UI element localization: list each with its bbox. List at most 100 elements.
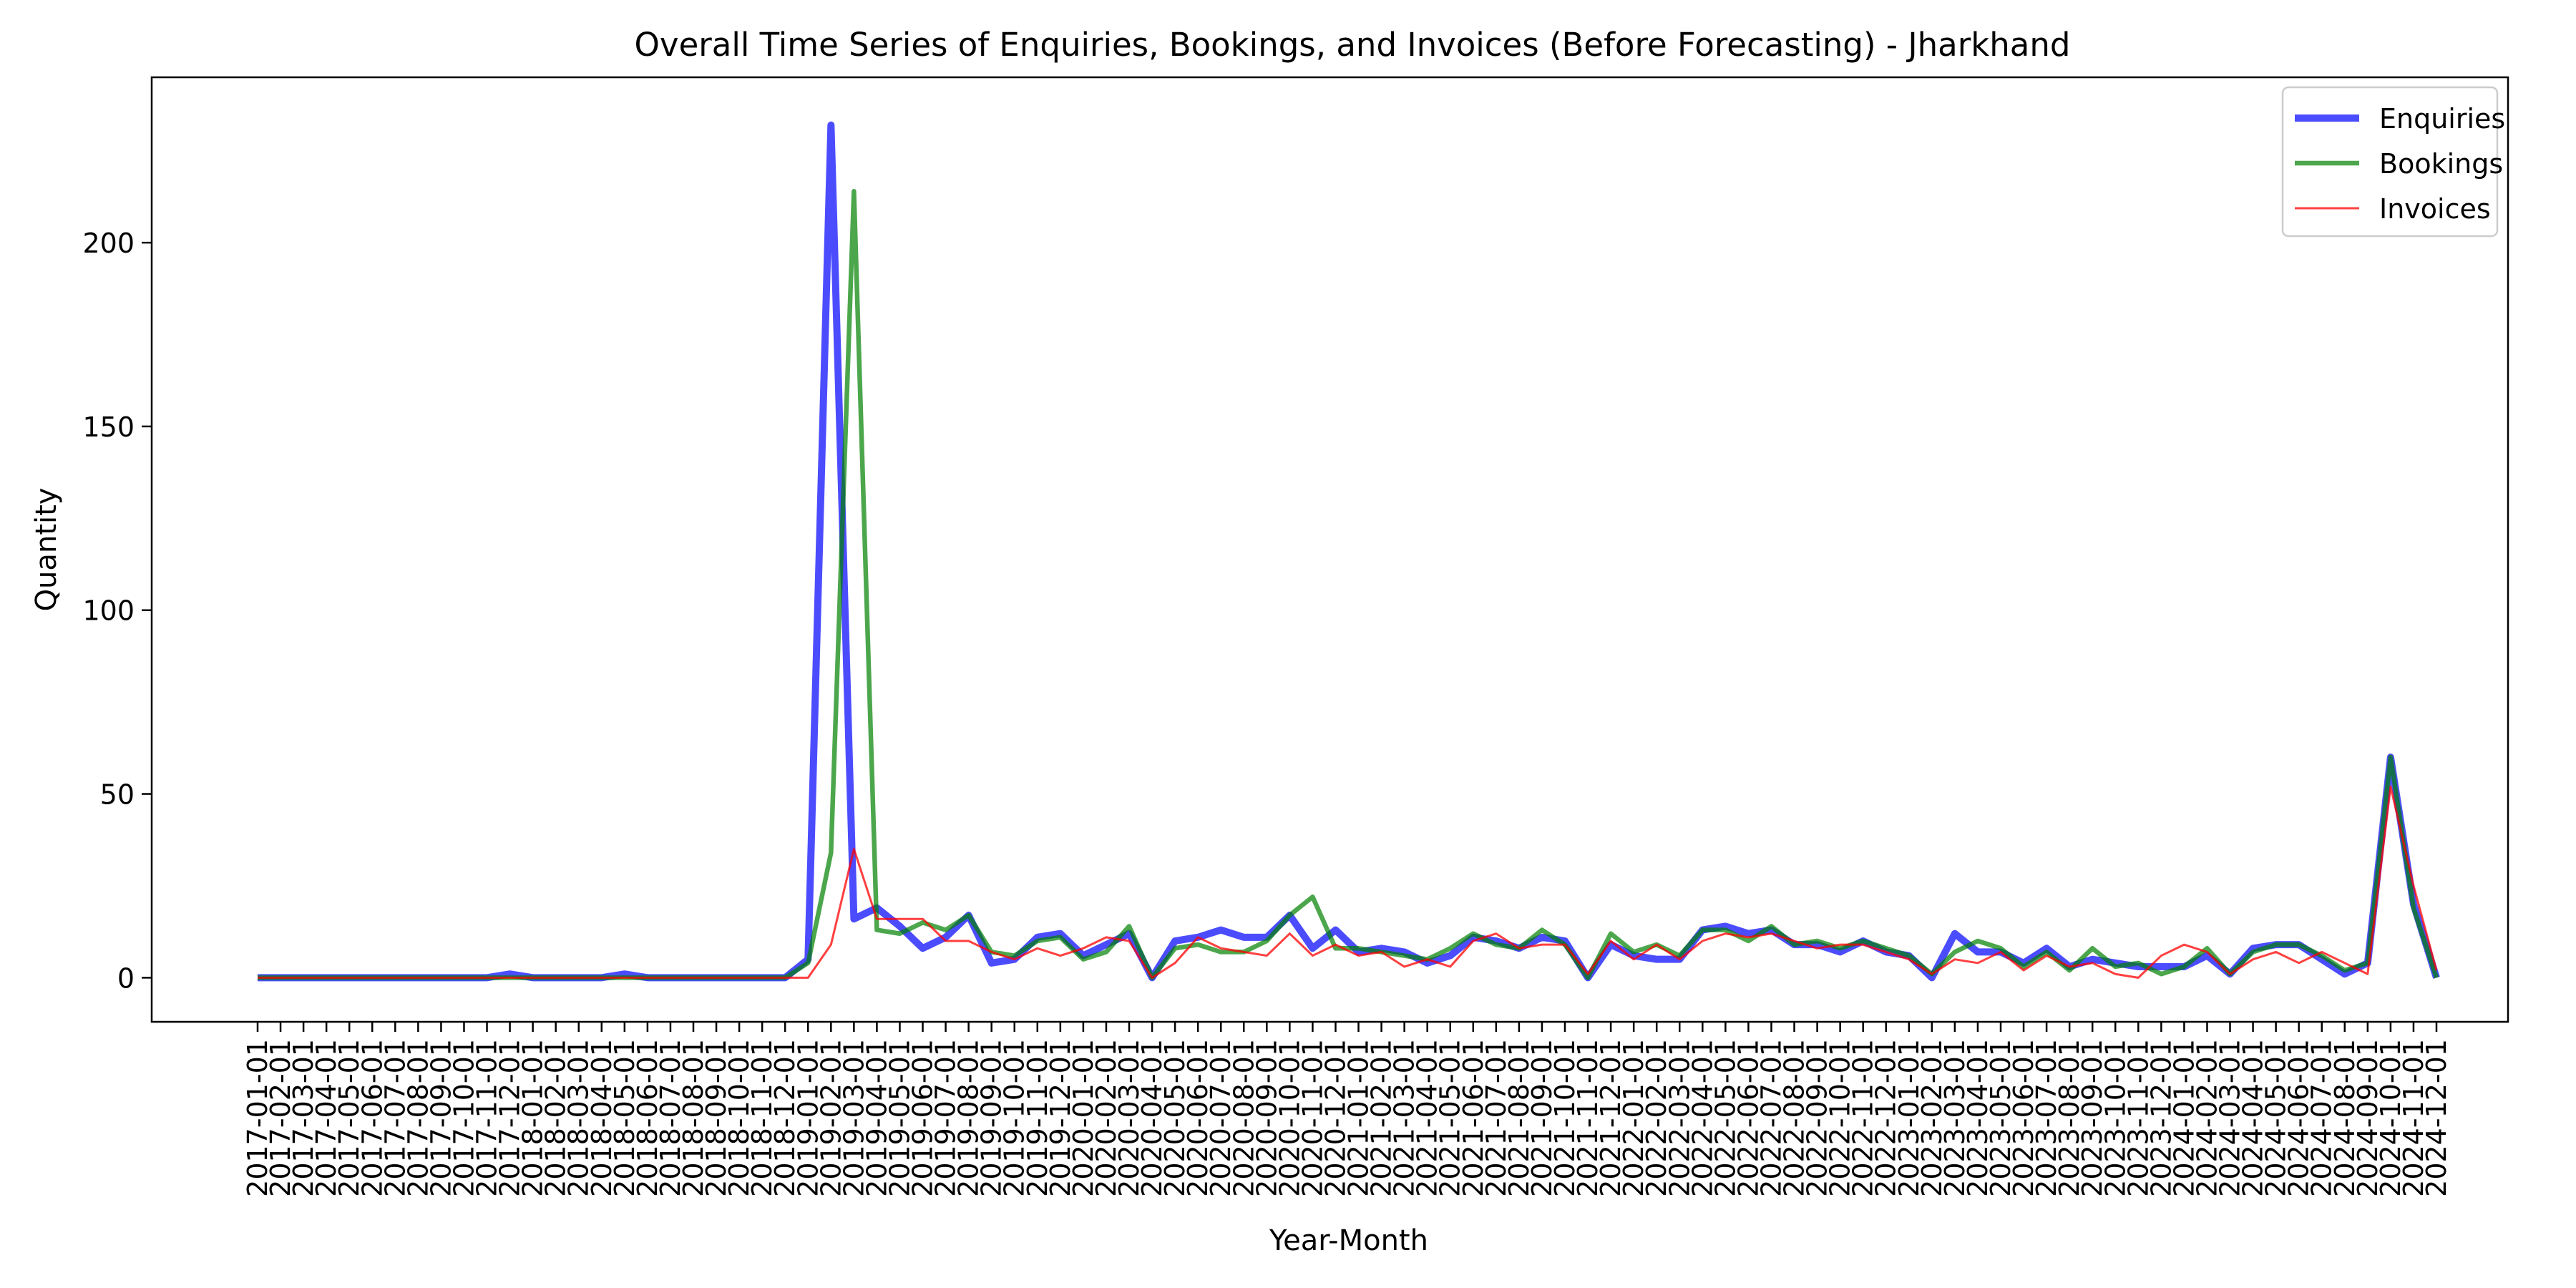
x-tick-label: 2019-05-01: [884, 1039, 915, 1197]
x-tick-label: 2021-02-01: [1366, 1039, 1397, 1197]
x-tick-label: 2019-04-01: [861, 1039, 892, 1197]
x-tick-label: 2022-12-01: [1870, 1039, 1902, 1197]
x-tick-label: 2020-08-01: [1228, 1039, 1259, 1197]
x-tick-label: 2022-01-01: [1618, 1039, 1649, 1197]
x-tick-label: 2020-03-01: [1113, 1039, 1145, 1197]
x-tick-label: 2024-05-01: [2260, 1039, 2292, 1197]
x-tick-label: 2021-05-01: [1435, 1039, 1466, 1197]
x-tick-label: 2022-08-01: [1779, 1039, 1810, 1197]
x-tick-label: 2023-04-01: [1962, 1039, 1994, 1197]
x-tick-label: 2022-10-01: [1825, 1039, 1856, 1197]
x-tick-label: 2017-11-01: [472, 1039, 503, 1197]
x-tick-label: 2017-10-01: [448, 1039, 479, 1197]
x-tick-label: 2021-01-01: [1343, 1039, 1375, 1197]
x-tick-label: 2020-12-01: [1319, 1039, 1351, 1197]
x-tick-label: 2021-12-01: [1595, 1039, 1626, 1197]
x-tick-label: 2019-01-01: [792, 1039, 824, 1197]
plot-area: [150, 76, 2509, 1023]
x-tick-label: 2022-06-01: [1732, 1039, 1764, 1197]
y-tick-label: 200: [82, 228, 135, 259]
x-tick-label: 2023-08-01: [2054, 1039, 2085, 1197]
x-tick-label: 2024-02-01: [2191, 1039, 2223, 1197]
x-tick-label: 2019-02-01: [815, 1039, 847, 1197]
x-tick-label: 2020-09-01: [1251, 1039, 1282, 1197]
y-tick-label: 0: [117, 962, 135, 994]
x-tick-label: 2020-10-01: [1274, 1039, 1305, 1197]
x-tick-label: 2017-05-01: [333, 1039, 365, 1197]
x-tick-label: 2018-05-01: [609, 1039, 640, 1197]
x-tick-label: 2022-07-01: [1755, 1039, 1787, 1197]
x-tick-label: 2018-10-01: [723, 1039, 755, 1197]
legend-label-invoices: Invoices: [2379, 193, 2491, 225]
x-tick-label: 2022-11-01: [1848, 1039, 1879, 1197]
y-tick-label: 100: [82, 595, 135, 627]
y-tick-label: 50: [100, 779, 135, 811]
x-tick-label: 2022-02-01: [1641, 1039, 1672, 1197]
x-tick-label: 2024-04-01: [2238, 1039, 2269, 1197]
y-axis: 0 50 100 150 200: [82, 228, 152, 994]
y-tick-label: 150: [82, 411, 135, 443]
x-tick-label: 2023-11-01: [2122, 1039, 2154, 1197]
x-axis-label: Year-Month: [1269, 1224, 1428, 1257]
x-tick-label: 2019-06-01: [907, 1039, 939, 1197]
x-tick-label: 2021-07-01: [1480, 1039, 1512, 1197]
x-tick-label: 2024-01-01: [2168, 1039, 2200, 1197]
x-tick-label: 2017-09-01: [425, 1039, 457, 1197]
x-tick-label: 2024-07-01: [2306, 1039, 2338, 1197]
x-tick-label: 2017-06-01: [356, 1039, 388, 1197]
legend-label-bookings: Bookings: [2379, 148, 2503, 180]
x-tick-label: 2018-02-01: [540, 1039, 572, 1197]
x-tick-label: 2021-11-01: [1572, 1039, 1604, 1197]
x-tick-label: 2018-07-01: [655, 1039, 686, 1197]
x-tick-label: 2019-08-01: [953, 1039, 985, 1197]
x-tick-label: 2024-08-01: [2329, 1039, 2361, 1197]
x-tick-label: 2023-10-01: [2099, 1039, 2131, 1197]
x-tick-label: 2019-07-01: [930, 1039, 962, 1197]
x-tick-label: 2020-07-01: [1205, 1039, 1236, 1197]
x-tick-label: 2020-05-01: [1159, 1039, 1191, 1197]
x-tick-label: 2020-01-01: [1068, 1039, 1099, 1197]
x-tick-label: 2017-01-01: [242, 1039, 273, 1197]
x-tick-label: 2021-09-01: [1526, 1039, 1558, 1197]
x-tick-label: 2024-09-01: [2352, 1039, 2384, 1197]
x-tick-label: 2024-12-01: [2421, 1039, 2452, 1197]
x-tick-label: 2018-12-01: [769, 1039, 801, 1197]
x-tick-label: 2017-02-01: [265, 1039, 296, 1197]
x-tick-label: 2024-11-01: [2398, 1039, 2429, 1197]
x-tick-label: 2022-09-01: [1802, 1039, 1833, 1197]
legend: Enquiries Bookings Invoices: [2281, 86, 2505, 238]
series-line-invoices: [258, 785, 2438, 979]
x-tick-label: 2023-03-01: [1939, 1039, 1971, 1197]
chart-title: Overall Time Series of Enquiries, Bookin…: [635, 26, 2071, 64]
y-axis-label: Quantity: [30, 488, 63, 612]
x-tick-label: 2019-12-01: [1045, 1039, 1076, 1197]
x-axis: 2017-01-012017-02-012017-03-012017-04-01…: [242, 1022, 2452, 1197]
x-tick-label: 2020-06-01: [1182, 1039, 1214, 1197]
x-tick-label: 2024-10-01: [2375, 1039, 2406, 1197]
x-tick-label: 2017-08-01: [402, 1039, 434, 1197]
x-tick-label: 2020-04-01: [1136, 1039, 1168, 1197]
x-tick-label: 2019-10-01: [999, 1039, 1030, 1197]
x-tick-label: 2019-09-01: [976, 1039, 1008, 1197]
x-tick-label: 2017-04-01: [311, 1039, 342, 1197]
x-tick-label: 2021-10-01: [1549, 1039, 1581, 1197]
x-tick-label: 2018-11-01: [746, 1039, 778, 1197]
legend-label-enquiries: Enquiries: [2379, 103, 2505, 135]
x-tick-label: 2018-06-01: [632, 1039, 663, 1197]
legend-box: [2281, 86, 2499, 238]
x-tick-label: 2017-12-01: [494, 1039, 526, 1197]
x-tick-label: 2022-03-01: [1664, 1039, 1695, 1197]
x-tick-label: 2019-03-01: [838, 1039, 869, 1197]
x-tick-label: 2018-03-01: [563, 1039, 595, 1197]
x-tick-label: 2024-03-01: [2215, 1039, 2246, 1197]
x-tick-label: 2021-03-01: [1389, 1039, 1420, 1197]
series-layer: [258, 121, 2440, 982]
x-tick-label: 2023-06-01: [2008, 1039, 2039, 1197]
x-tick-label: 2019-11-01: [1022, 1039, 1053, 1197]
x-tick-label: 2024-06-01: [2283, 1039, 2315, 1197]
x-tick-label: 2021-04-01: [1412, 1039, 1443, 1197]
x-tick-label: 2023-09-01: [2077, 1039, 2108, 1197]
plot-frame: [150, 76, 2509, 1023]
